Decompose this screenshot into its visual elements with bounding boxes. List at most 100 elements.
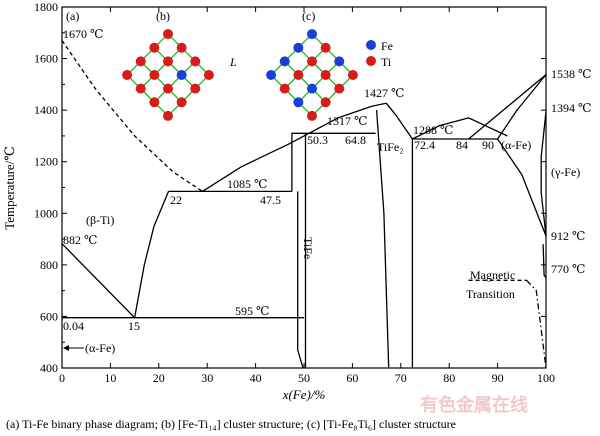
cluster-atom bbox=[176, 97, 187, 108]
label-47-5: 47.5 bbox=[260, 193, 281, 207]
panel-label-b: (b) bbox=[156, 9, 170, 23]
cluster-atom bbox=[149, 97, 160, 108]
legend-fe-label: Fe bbox=[381, 39, 393, 53]
y-axis-ticks: 400 600 800 1000 1200 1400 1600 1800 bbox=[34, 0, 546, 375]
cluster-atom bbox=[190, 56, 201, 67]
atom-legend: Fe Ti bbox=[366, 39, 393, 69]
label-transition: Transition bbox=[466, 287, 515, 301]
alpha-fe-arrow bbox=[63, 345, 84, 351]
x-tick-label: 50 bbox=[298, 371, 310, 385]
label-1085: 1085 ℃ bbox=[227, 177, 267, 191]
y-tick-label: 1800 bbox=[34, 0, 58, 14]
label-0-04: 0.04 bbox=[63, 319, 84, 333]
label-15: 15 bbox=[128, 319, 140, 333]
label-84: 84 bbox=[456, 138, 468, 152]
label-64-8: 64.8 bbox=[345, 133, 366, 147]
cluster-atom bbox=[307, 56, 317, 67]
x-tick-label: 80 bbox=[443, 371, 455, 385]
phase-boundary-line bbox=[61, 40, 203, 192]
label-gamma-fe: (γ-Fe) bbox=[551, 165, 580, 179]
phase-boundary-line bbox=[497, 138, 547, 237]
x-tick-label: 90 bbox=[492, 371, 504, 385]
y-tick-label: 1000 bbox=[34, 206, 58, 220]
cluster-atom bbox=[307, 110, 317, 121]
x-tick-label: 60 bbox=[346, 371, 358, 385]
cluster-center-atom bbox=[176, 70, 187, 80]
y-tick-label: 1400 bbox=[34, 103, 58, 117]
phase-boundary-line bbox=[297, 191, 304, 369]
cluster-c-ti-fe8ti6 bbox=[266, 29, 358, 121]
watermark: 有色金属在线 bbox=[420, 394, 528, 416]
phase-boundary-line bbox=[468, 74, 547, 140]
phase-boundary-line bbox=[61, 243, 136, 319]
x-tick-label: 0 bbox=[59, 371, 65, 385]
cluster-atom bbox=[293, 42, 304, 53]
cluster-atom bbox=[279, 83, 290, 94]
cluster-atom bbox=[334, 56, 345, 67]
cluster-atom bbox=[293, 97, 304, 108]
cluster-atom bbox=[320, 97, 331, 108]
cluster-atom bbox=[307, 29, 317, 40]
cluster-atom bbox=[347, 70, 358, 80]
phase-boundary-line bbox=[540, 111, 547, 237]
y-axis-title: Temperature/℃ bbox=[2, 146, 17, 230]
cluster-atom bbox=[135, 83, 146, 94]
label-1317: 1317 ℃ bbox=[327, 114, 367, 128]
phase-boundary-line bbox=[497, 74, 547, 140]
label-22: 22 bbox=[170, 193, 182, 207]
label-1288: 1288 ℃ bbox=[413, 123, 453, 137]
label-tife: TiFe bbox=[301, 237, 315, 259]
label-72-4: 72.4 bbox=[414, 138, 435, 152]
y-tick-label: 1200 bbox=[34, 155, 58, 169]
phase-boundary-line bbox=[202, 102, 387, 192]
phase-boundary-line bbox=[375, 110, 390, 369]
label-1670: 1670 ℃ bbox=[63, 27, 103, 41]
panel-label-c: (c) bbox=[302, 9, 315, 23]
figure-caption: (a) Ti-Fe binary phase diagram; (b) [Fe-… bbox=[6, 417, 456, 431]
phase-boundary-line bbox=[133, 191, 170, 318]
cluster-atom bbox=[307, 83, 317, 94]
cluster-b-fe-ti14 bbox=[122, 29, 214, 121]
legend-ti-marker bbox=[366, 56, 376, 66]
cluster-atom bbox=[149, 70, 160, 80]
cluster-center-atom bbox=[320, 70, 331, 80]
label-alpha-fe-right: (α-Fe) bbox=[501, 138, 531, 152]
x-axis-ticks: 0 10 20 30 40 50 60 70 80 90 100 bbox=[59, 7, 555, 385]
label-beta-ti: (β-Ti) bbox=[86, 213, 114, 227]
cluster-atom bbox=[176, 42, 187, 53]
panel-label-a: (a) bbox=[66, 9, 79, 23]
cluster-atom bbox=[163, 110, 173, 121]
cluster-atom bbox=[334, 83, 345, 94]
label-90: 90 bbox=[482, 138, 494, 152]
cluster-atom bbox=[190, 83, 201, 94]
label-595: 595 ℃ bbox=[235, 304, 269, 318]
diagram-labels: 1670 ℃ 1085 ℃ 22 47.5 (β-Ti) 882 ℃ 595 ℃… bbox=[63, 27, 591, 355]
label-1427: 1427 ℃ bbox=[364, 86, 404, 100]
x-tick-label: 100 bbox=[537, 371, 555, 385]
cluster-atom bbox=[135, 56, 146, 67]
cluster-atom bbox=[279, 56, 290, 67]
y-tick-label: 400 bbox=[40, 361, 58, 375]
cluster-atom bbox=[163, 29, 173, 40]
cluster-atom bbox=[163, 56, 173, 67]
plot-frame bbox=[61, 6, 547, 369]
phase-boundaries bbox=[61, 40, 547, 369]
cluster-atom bbox=[293, 70, 304, 80]
x-tick-label: 40 bbox=[250, 371, 262, 385]
x-tick-label: 30 bbox=[201, 371, 213, 385]
label-tife2: TiFe₂ bbox=[377, 140, 403, 154]
cluster-atom bbox=[149, 42, 160, 53]
label-912: 912 ℃ bbox=[551, 229, 585, 243]
cluster-atom bbox=[203, 70, 214, 80]
y-tick-label: 1600 bbox=[34, 52, 58, 66]
legend-ti-label: Ti bbox=[381, 55, 392, 69]
x-tick-label: 70 bbox=[395, 371, 407, 385]
label-50-3: 50.3 bbox=[307, 133, 328, 147]
cluster-atom bbox=[266, 70, 277, 80]
label-magnetic: Magnetic bbox=[470, 268, 515, 282]
y-tick-label: 600 bbox=[40, 309, 58, 323]
phase-boundary-line bbox=[412, 117, 508, 140]
phase-boundary-line bbox=[291, 132, 376, 192]
label-1538: 1538 ℃ bbox=[551, 67, 591, 81]
